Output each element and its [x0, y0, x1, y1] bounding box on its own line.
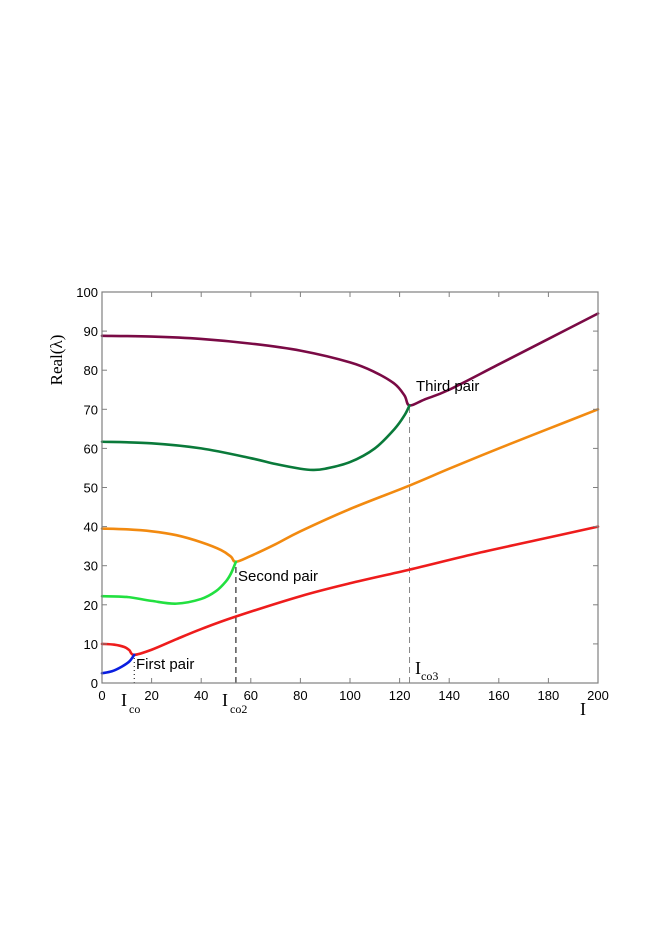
x-tick-label: 40	[194, 688, 208, 703]
y-axis-label: Real(λ)	[47, 335, 66, 386]
third-pair-annotation: Third pair	[416, 378, 479, 395]
y-tick-label: 20	[84, 598, 98, 613]
series-line-6	[100, 653, 136, 675]
y-tick-label: 60	[84, 441, 98, 456]
x-tick-label: 0	[98, 688, 105, 703]
x-tick-label: 200	[587, 688, 609, 703]
y-tick-label: 70	[84, 402, 98, 417]
x-tick-label: 180	[538, 688, 560, 703]
second-pair-annotation: Second pair	[238, 568, 318, 585]
plot-area	[100, 312, 600, 683]
x-tick-label: 20	[144, 688, 158, 703]
svg-text:I: I	[415, 658, 421, 678]
x-tick-label: 140	[438, 688, 460, 703]
series-line-4	[100, 560, 238, 605]
ico2-marker-label: I co2	[222, 690, 247, 716]
x-tick-label: 60	[244, 688, 258, 703]
y-tick-label: 80	[84, 363, 98, 378]
y-tick-label: 50	[84, 481, 98, 496]
svg-text:co3: co3	[421, 669, 438, 683]
ico3-marker-label: I co3	[415, 658, 438, 683]
first-pair-annotation: First pair	[136, 656, 194, 673]
svg-text:co2: co2	[230, 702, 247, 716]
svg-text:I: I	[222, 690, 228, 710]
y-tick-label: 40	[84, 520, 98, 535]
ico-marker-label: I co	[121, 690, 140, 716]
y-tick-label: 90	[84, 324, 98, 339]
y-tick-label: 10	[84, 637, 98, 652]
x-axis-label: I	[580, 699, 586, 719]
series-line-2	[100, 404, 411, 472]
svg-text:co: co	[129, 702, 140, 716]
series-line-3	[100, 408, 600, 564]
x-tick-label: 160	[488, 688, 510, 703]
x-tick-label: 120	[389, 688, 411, 703]
y-tick-label: 0	[91, 676, 98, 691]
y-tick-label: 30	[84, 559, 98, 574]
x-tick-label: 100	[339, 688, 361, 703]
svg-text:I: I	[121, 690, 127, 710]
series-line-5	[100, 525, 600, 657]
axes: 0 20 40 60 80 100 120 140 160 180 200 0 10 20 30 40 50 60…	[76, 285, 609, 703]
x-tick-label: 80	[293, 688, 307, 703]
series-line-1	[100, 312, 600, 407]
y-tick-label: 100	[76, 285, 98, 300]
